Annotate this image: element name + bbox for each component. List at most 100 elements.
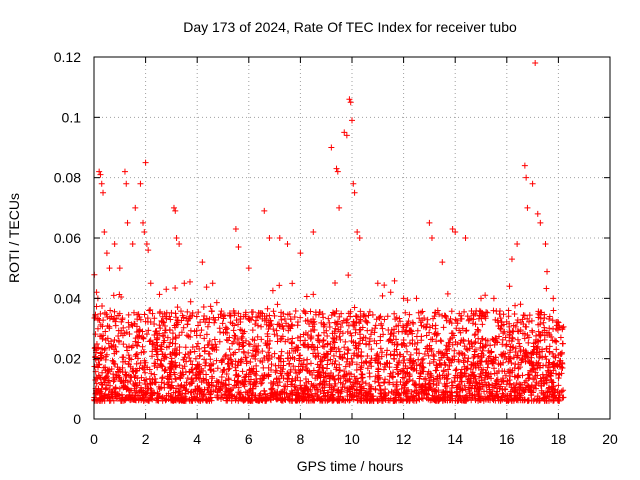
data-point bbox=[110, 358, 117, 365]
data-point bbox=[92, 376, 99, 383]
data-point bbox=[205, 384, 212, 391]
data-point bbox=[500, 378, 507, 385]
data-point bbox=[300, 341, 307, 348]
data-point bbox=[302, 317, 309, 324]
data-point bbox=[151, 371, 158, 378]
data-point bbox=[341, 344, 348, 351]
data-point bbox=[321, 354, 328, 361]
data-point bbox=[345, 310, 352, 317]
data-point bbox=[108, 313, 115, 320]
data-point bbox=[382, 376, 389, 383]
data-point bbox=[284, 350, 291, 357]
data-point bbox=[316, 309, 323, 316]
data-point bbox=[403, 343, 410, 350]
data-point bbox=[101, 309, 108, 316]
data-point bbox=[252, 372, 259, 379]
data-point bbox=[400, 353, 407, 360]
data-point bbox=[354, 380, 361, 387]
data-point bbox=[503, 397, 510, 404]
data-point bbox=[510, 328, 517, 335]
data-point bbox=[515, 365, 522, 372]
data-point bbox=[482, 292, 489, 299]
data-point bbox=[425, 381, 432, 388]
data-point bbox=[140, 335, 147, 342]
data-point bbox=[312, 353, 319, 360]
data-point bbox=[380, 366, 387, 373]
data-point bbox=[331, 310, 338, 317]
data-point bbox=[319, 364, 326, 371]
data-point bbox=[251, 370, 258, 377]
data-point bbox=[186, 396, 193, 403]
data-point bbox=[460, 338, 467, 345]
data-point bbox=[214, 365, 221, 372]
data-point bbox=[372, 373, 379, 380]
data-point bbox=[548, 378, 555, 385]
data-point bbox=[507, 373, 514, 380]
data-point bbox=[111, 336, 118, 343]
data-point bbox=[129, 322, 136, 329]
data-point bbox=[228, 357, 235, 364]
data-point bbox=[514, 316, 521, 323]
data-point bbox=[159, 374, 166, 381]
data-point bbox=[420, 368, 427, 375]
data-point bbox=[530, 376, 537, 383]
data-point bbox=[555, 319, 562, 326]
data-point bbox=[161, 384, 168, 391]
data-point bbox=[201, 335, 208, 342]
data-point bbox=[147, 380, 154, 387]
data-point bbox=[471, 340, 478, 347]
data-point bbox=[529, 349, 536, 356]
data-point bbox=[488, 349, 495, 356]
data-point bbox=[324, 332, 331, 339]
data-point bbox=[435, 350, 442, 357]
data-point bbox=[351, 189, 358, 196]
data-point bbox=[232, 225, 239, 232]
data-point bbox=[516, 364, 523, 371]
data-point bbox=[500, 311, 507, 318]
data-point bbox=[265, 349, 272, 356]
data-point bbox=[218, 308, 225, 315]
data-point bbox=[155, 397, 162, 404]
data-point bbox=[511, 388, 518, 395]
data-point bbox=[404, 348, 411, 355]
data-point bbox=[387, 289, 394, 296]
x-tick-label: 6 bbox=[245, 431, 253, 447]
data-point bbox=[276, 390, 283, 397]
data-point bbox=[240, 313, 247, 320]
data-point bbox=[203, 371, 210, 378]
data-point bbox=[440, 324, 447, 331]
data-point bbox=[375, 379, 382, 386]
data-point bbox=[183, 379, 190, 386]
data-point bbox=[206, 362, 213, 369]
y-axis-label: ROTI / TECUs bbox=[6, 193, 22, 283]
data-point bbox=[452, 367, 459, 374]
data-point bbox=[146, 338, 153, 345]
data-point bbox=[404, 297, 411, 304]
data-point bbox=[456, 386, 463, 393]
data-point bbox=[396, 358, 403, 365]
data-point bbox=[385, 338, 392, 345]
data-point bbox=[174, 317, 181, 324]
data-point bbox=[204, 323, 211, 330]
data-point bbox=[353, 361, 360, 368]
data-point bbox=[485, 361, 492, 368]
data-point bbox=[471, 385, 478, 392]
data-point bbox=[194, 390, 201, 397]
data-point bbox=[406, 359, 413, 366]
data-point bbox=[109, 357, 116, 364]
data-point bbox=[517, 301, 524, 308]
data-point bbox=[416, 380, 423, 387]
data-point bbox=[451, 374, 458, 381]
data-point bbox=[316, 381, 323, 388]
data-point bbox=[330, 338, 337, 345]
data-point bbox=[329, 345, 336, 352]
data-point bbox=[191, 328, 198, 335]
data-point bbox=[97, 388, 104, 395]
data-point bbox=[176, 343, 183, 350]
data-point bbox=[528, 354, 535, 361]
data-point bbox=[335, 372, 342, 379]
data-point bbox=[477, 370, 484, 377]
data-point bbox=[411, 381, 418, 388]
data-point bbox=[251, 381, 258, 388]
data-point bbox=[226, 365, 233, 372]
